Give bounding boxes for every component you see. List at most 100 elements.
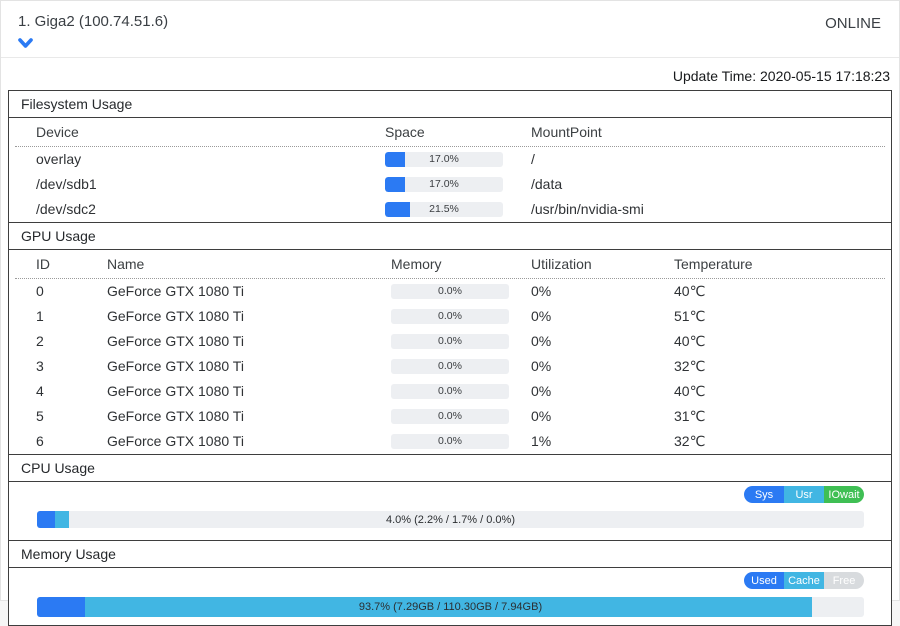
legend-item-iowait: IOwait (824, 486, 864, 503)
filesystem-header-row: Device Space MountPoint (15, 118, 885, 147)
gpu-name-cell: GeForce GTX 1080 Ti (107, 433, 244, 449)
chevron-down-icon[interactable] (18, 36, 34, 48)
cpu-usage-bar: 4.0% (2.2% / 1.7% / 0.0%) (37, 511, 864, 528)
usage-bar-fill (385, 152, 406, 167)
cpu-usage-bar-label: 4.0% (2.2% / 1.7% / 0.0%) (385, 513, 515, 526)
col-header-temperature: Temperature (674, 256, 753, 272)
col-header-name: Name (107, 256, 145, 272)
status-badge: ONLINE (825, 15, 881, 32)
cpu-legend-row: Sys Usr IOwait (9, 486, 864, 503)
gpu-name-cell: GeForce GTX 1080 Ti (107, 283, 244, 299)
header-left: 1. Giga2 (100.74.51.6) (18, 13, 168, 48)
legend-item-used: Used (744, 572, 784, 589)
space-cell: 17.0% (385, 152, 531, 167)
bar-segment-cache (84, 597, 812, 617)
gpu-id-cell: 0 (36, 283, 44, 299)
table-row: 5 GeForce GTX 1080 Ti 0.0% 0% 31℃ (15, 404, 885, 429)
gpu-name-cell: GeForce GTX 1080 Ti (107, 308, 244, 324)
gpu-name-cell: GeForce GTX 1080 Ti (107, 358, 244, 374)
cpu-legend: Sys Usr IOwait (744, 486, 864, 503)
table-row: overlay 17.0% / (15, 147, 885, 172)
cpu-section-title: CPU Usage (9, 455, 891, 482)
gpu-memory-cell: 0.0% (391, 284, 531, 299)
table-row: /dev/sdb1 17.0% /data (15, 172, 885, 197)
gpu-id-cell: 1 (36, 308, 44, 324)
gpu-temperature-cell: 51℃ (674, 308, 706, 324)
gpu-memory-cell: 0.0% (391, 334, 531, 349)
usage-bar: 21.5% (385, 202, 503, 217)
usage-bar: 0.0% (391, 359, 509, 374)
legend-item-cache: Cache (784, 572, 824, 589)
memory-section: Memory Usage Used Cache Free 93.7% (7.29GB… (8, 540, 892, 626)
space-cell: 17.0% (385, 177, 531, 192)
filesystem-section: Filesystem Usage Device Space MountPoint… (8, 90, 892, 223)
gpu-temperature-cell: 40℃ (674, 333, 706, 349)
legend-item-free: Free (824, 572, 864, 589)
usage-bar: 0.0% (391, 409, 509, 424)
gpu-section-title: GPU Usage (9, 223, 891, 250)
usage-bar: 0.0% (391, 434, 509, 449)
col-header-id: ID (36, 256, 50, 272)
table-row: 2 GeForce GTX 1080 Ti 0.0% 0% 40℃ (15, 329, 885, 354)
table-row: /dev/sdc2 21.5% /usr/bin/nvidia-smi (15, 197, 885, 222)
bar-segment-used (37, 597, 85, 617)
mountpoint-cell: /usr/bin/nvidia-smi (531, 201, 644, 217)
usage-bar-label: 21.5% (429, 203, 459, 215)
filesystem-rows: overlay 17.0% / /dev/sdb1 17.0% /data/dev/sdc… (9, 147, 891, 222)
usage-bar-label: 0.0% (438, 435, 462, 447)
col-header-space: Space (385, 124, 425, 140)
gpu-utilization-cell: 0% (531, 408, 552, 424)
card-header: 1. Giga2 (100.74.51.6) ONLINE (1, 1, 899, 58)
space-cell: 21.5% (385, 202, 531, 217)
gpu-rows: 0 GeForce GTX 1080 Ti 0.0% 0% 40℃ 1 GeForce GT… (9, 279, 891, 454)
table-row: 0 GeForce GTX 1080 Ti 0.0% 0% 40℃ (15, 279, 885, 304)
update-time: Update Time: 2020-05-15 17:18:23 (672, 68, 890, 84)
usage-bar: 0.0% (391, 309, 509, 324)
device-cell: /dev/sdc2 (36, 201, 96, 217)
gpu-temperature-cell: 32℃ (674, 433, 706, 449)
memory-usage-bar: 93.7% (7.29GB / 110.30GB / 7.94GB) (37, 597, 864, 617)
gpu-utilization-cell: 0% (531, 383, 552, 399)
gpu-name-cell: GeForce GTX 1080 Ti (107, 408, 244, 424)
mountpoint-cell: / (531, 151, 535, 167)
col-header-device: Device (36, 124, 79, 140)
legend-item-usr: Usr (784, 486, 824, 503)
gpu-memory-cell: 0.0% (391, 409, 531, 424)
gpu-utilization-cell: 1% (531, 433, 552, 449)
gpu-section: GPU Usage ID Name Memory Utilization Tem… (8, 222, 892, 455)
server-title: 1. Giga2 (100.74.51.6) (18, 13, 169, 30)
usage-bar-label: 0.0% (438, 360, 462, 372)
usage-bar: 0.0% (391, 334, 509, 349)
usage-bar-label: 0.0% (438, 385, 462, 397)
gpu-temperature-cell: 32℃ (674, 358, 706, 374)
memory-legend-row: Used Cache Free (9, 572, 864, 589)
gpu-memory-cell: 0.0% (391, 434, 531, 449)
gpu-utilization-cell: 0% (531, 308, 552, 324)
usage-bar-label: 0.0% (438, 310, 462, 322)
usage-bar: 0.0% (391, 284, 509, 299)
col-header-utilization: Utilization (531, 256, 592, 272)
usage-bar-label: 0.0% (438, 335, 462, 347)
sections: Filesystem Usage Device Space MountPoint… (8, 90, 892, 626)
usage-bar-label: 17.0% (429, 153, 459, 165)
gpu-name-cell: GeForce GTX 1080 Ti (107, 333, 244, 349)
usage-bar-label: 0.0% (438, 285, 462, 297)
table-row: 1 GeForce GTX 1080 Ti 0.0% 0% 51℃ (15, 304, 885, 329)
gpu-id-cell: 4 (36, 383, 44, 399)
gpu-utilization-cell: 0% (531, 283, 552, 299)
mountpoint-cell: /data (531, 176, 563, 192)
memory-usage-bar-label: 93.7% (7.29GB / 110.30GB / 7.94GB) (358, 601, 543, 613)
memory-legend: Used Cache Free (744, 572, 864, 589)
table-row: 3 GeForce GTX 1080 Ti 0.0% 0% 32℃ (15, 354, 885, 379)
bar-segment-usr (55, 511, 70, 528)
gpu-id-cell: 5 (36, 408, 44, 424)
gpu-utilization-cell: 0% (531, 358, 552, 374)
gpu-utilization-cell: 0% (531, 333, 552, 349)
gpu-memory-cell: 0.0% (391, 309, 531, 324)
gpu-memory-cell: 0.0% (391, 384, 531, 399)
usage-bar: 17.0% (385, 152, 503, 167)
device-cell: /dev/sdb1 (36, 176, 97, 192)
gpu-temperature-cell: 40℃ (674, 283, 706, 299)
usage-bar-label: 0.0% (438, 410, 462, 422)
gpu-memory-cell: 0.0% (391, 359, 531, 374)
